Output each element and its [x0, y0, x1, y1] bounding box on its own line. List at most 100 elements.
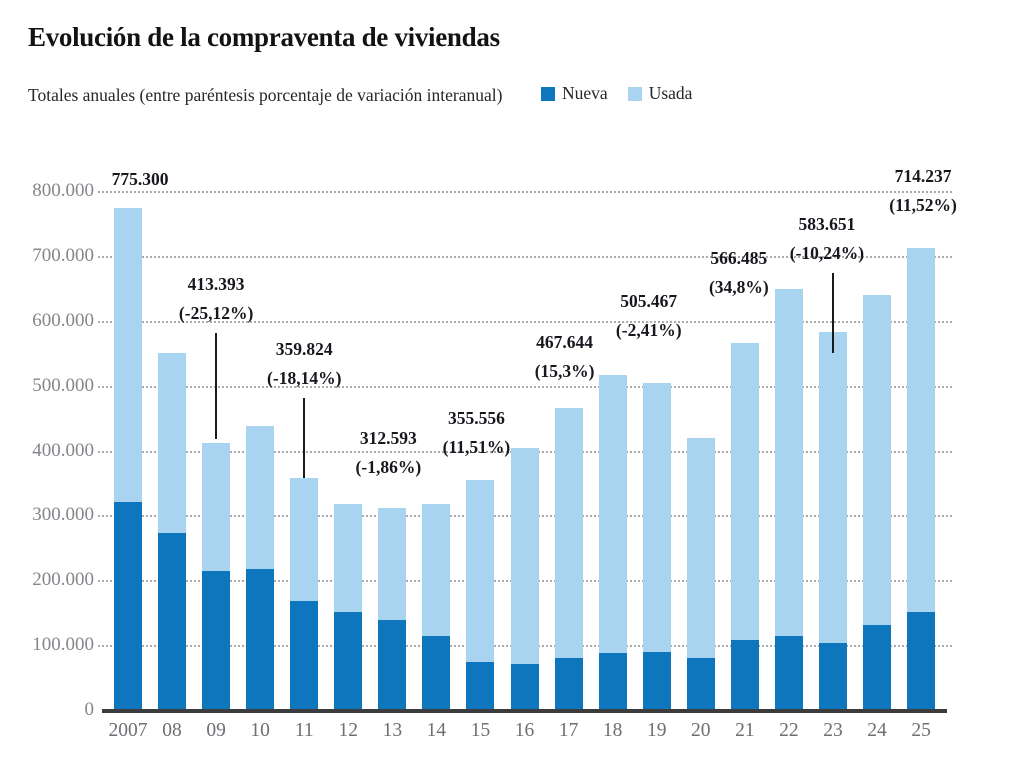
annotation-total: 467.644 [536, 331, 594, 352]
bar-nueva-segment [290, 600, 319, 711]
value-annotation: 359.824 (-18,14%) [267, 335, 341, 393]
annotation-total: 775.300 [111, 169, 169, 190]
y-axis-label: 600.000 [32, 309, 94, 331]
x-axis-label: 21 [735, 720, 755, 741]
x-axis-label: 16 [514, 720, 535, 741]
bar-nueva-segment [598, 653, 627, 711]
y-axis-label: 300.000 [32, 504, 94, 526]
legend-label: Nueva [562, 83, 608, 103]
x-axis-label: 19 [646, 720, 667, 741]
x-axis-label: 14 [426, 720, 447, 741]
annotation-total: 359.824 [275, 338, 333, 359]
bar-nueva-segment [202, 570, 231, 711]
annotation-variation: (11,51%) [442, 437, 511, 458]
bar-usada-segment [554, 407, 583, 659]
bar-nueva-segment [466, 662, 495, 711]
x-axis-label: 25 [911, 720, 931, 741]
x-axis-line [102, 709, 947, 713]
annotation-variation: (-18,14%) [267, 367, 342, 388]
bar-usada-segment [378, 508, 407, 621]
page-title: Evolución de la compraventa de viviendas [28, 22, 500, 52]
value-annotation: 566.485 (34,8%) [709, 244, 769, 302]
bar-nueva-segment [774, 636, 803, 711]
annotation-total: 505.467 [620, 291, 678, 312]
annotation-total: 312.593 [359, 428, 417, 449]
value-annotation: 312.593 (-1,86%) [356, 424, 422, 482]
annotation-connector-line [303, 397, 306, 478]
bar-nueva-segment [422, 635, 451, 711]
value-annotation: 355.556 (11,51%) [443, 404, 511, 462]
x-axis-label: 17 [558, 720, 579, 741]
value-annotation: 505.467 (-2,41%) [616, 287, 682, 345]
x-axis-label: 09 [206, 720, 226, 741]
x-axis-label: 13 [382, 720, 403, 741]
y-gridline [98, 320, 952, 323]
annotation-variation: (-25,12%) [178, 302, 254, 323]
bar-usada-segment [907, 247, 936, 612]
bar-nueva-segment [334, 611, 363, 711]
x-axis-label: 10 [250, 720, 270, 741]
bar-usada-segment [863, 295, 892, 625]
y-axis-label: 400.000 [32, 439, 94, 461]
bar-usada-segment [334, 504, 363, 612]
annotation-variation: (15,3%) [534, 360, 595, 381]
value-annotation: 775.300 [112, 165, 169, 194]
annotation-total: 583.651 [798, 214, 856, 235]
annotation-connector-line [215, 332, 218, 439]
x-axis-label: 24 [867, 720, 887, 741]
bar-usada-segment [686, 438, 715, 658]
annotation-total: 413.393 [187, 273, 245, 294]
x-axis-label: 2007 [108, 720, 148, 741]
bar-nueva-segment [863, 624, 892, 711]
y-gridline [98, 191, 952, 193]
x-axis-label: 18 [602, 720, 623, 741]
x-axis-label: 12 [338, 720, 359, 741]
y-axis-label: 0 [84, 699, 95, 720]
bar-usada-segment [466, 480, 495, 663]
bar-nueva-segment [554, 658, 583, 711]
bar-nueva-segment [642, 651, 671, 711]
bar-usada-segment [246, 425, 275, 569]
x-axis-label: 22 [779, 720, 799, 741]
legend-label: Usada [648, 83, 693, 103]
annotation-variation: (-10,24%) [789, 243, 865, 264]
bar-usada-segment [510, 447, 539, 665]
legend-item-nueva: Nueva [541, 83, 608, 104]
bar-nueva-segment [378, 620, 407, 711]
legend-swatch-icon [541, 86, 555, 101]
bar-usada-segment [202, 442, 231, 571]
bar-usada-segment [290, 477, 319, 601]
chart-subtitle: Totales anuales (entre paréntesis porcen… [28, 85, 503, 105]
bar-nueva-segment [158, 533, 187, 711]
legend-swatch-icon [627, 86, 642, 101]
value-annotation: 467.644 (15,3%) [535, 328, 595, 386]
x-axis-label: 08 [162, 720, 182, 741]
y-axis-label: 700.000 [32, 244, 94, 266]
bar-usada-segment [642, 383, 671, 652]
annotation-variation: (34,8%) [708, 277, 769, 298]
bar-usada-segment [158, 352, 187, 534]
bar-usada-segment [114, 208, 142, 503]
bar-nueva-segment [246, 568, 275, 711]
annotation-variation: (11,52%) [889, 194, 957, 215]
annotation-connector-line [831, 273, 834, 354]
y-gridline [98, 385, 952, 388]
annotation-variation: (-2,41%) [615, 320, 682, 341]
y-axis-label: 100.000 [32, 634, 94, 656]
x-axis-label: 11 [294, 720, 314, 741]
bar-nueva-segment [818, 642, 847, 711]
legend-item-usada: Usada [627, 83, 693, 104]
value-annotation: 413.393 (-25,12%) [179, 270, 253, 328]
y-axis-label: 800.000 [32, 180, 94, 201]
bar-usada-segment [422, 504, 451, 636]
annotation-total: 355.556 [448, 408, 505, 429]
annotation-total: 566.485 [710, 248, 768, 269]
x-axis-label: 15 [470, 720, 491, 741]
bar-nueva-segment [510, 664, 539, 711]
bar-nueva-segment [686, 657, 715, 711]
bar-nueva-segment [730, 639, 759, 711]
annotation-total: 714.237 [894, 165, 952, 186]
bar-nueva-segment [907, 611, 936, 711]
value-annotation: 583.651 (-10,24%) [790, 210, 864, 268]
